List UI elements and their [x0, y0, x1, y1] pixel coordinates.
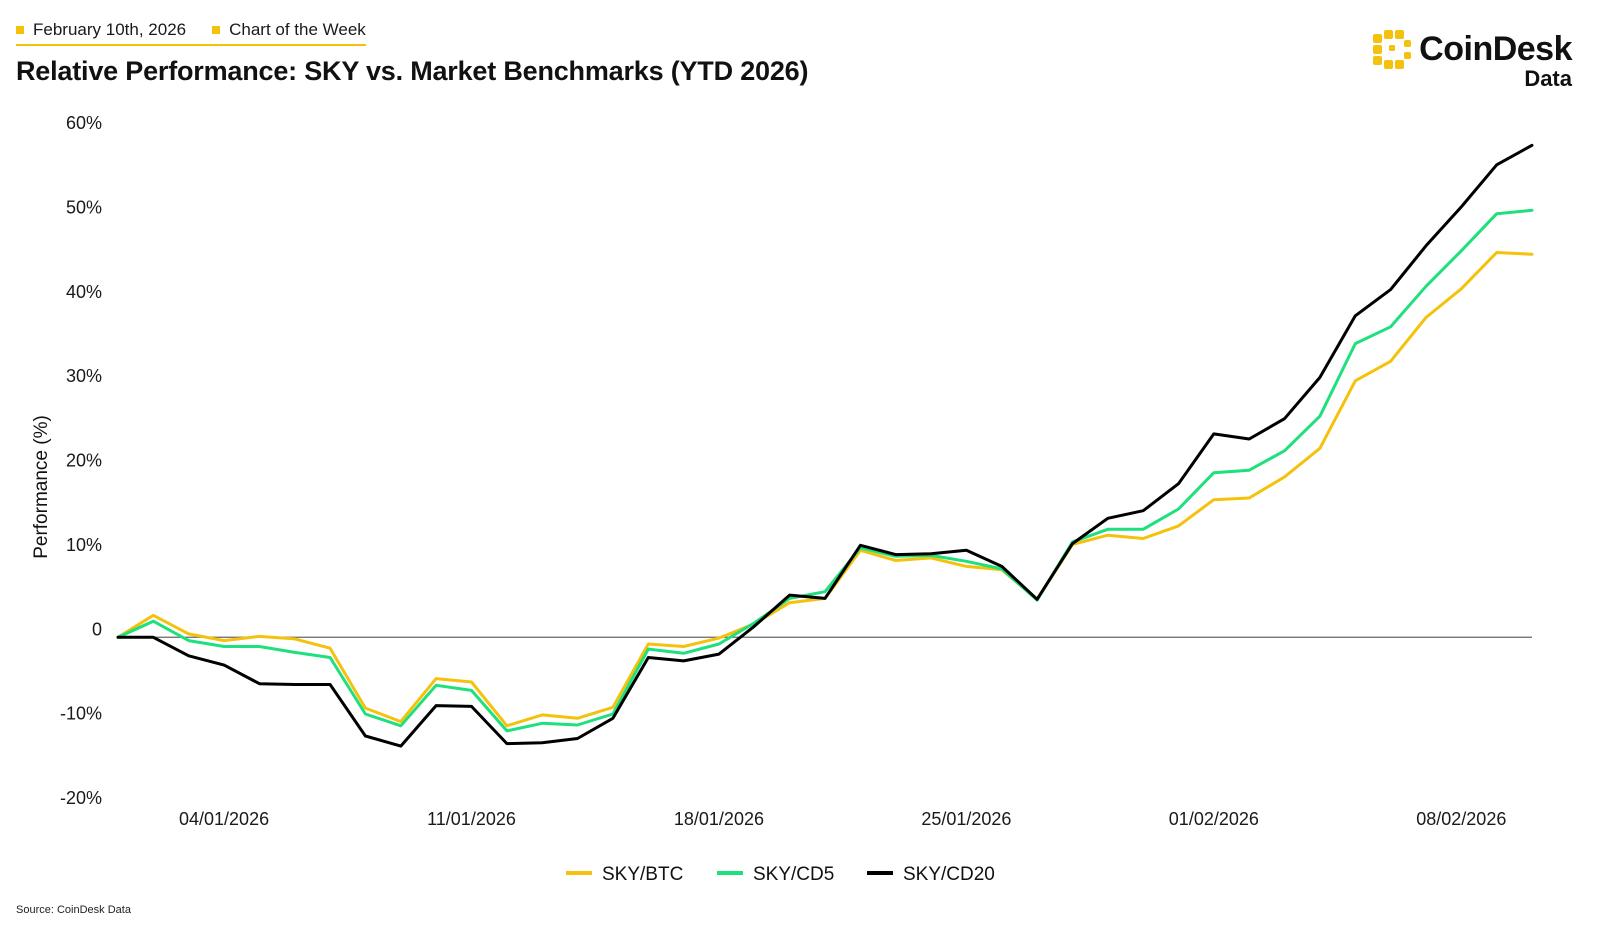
- x-tick-label: 04/01/2026: [179, 809, 269, 829]
- page-title: Relative Performance: SKY vs. Market Ben…: [16, 56, 809, 86]
- y-tick-label: 50%: [66, 197, 102, 217]
- x-tick-label: 08/02/2026: [1416, 809, 1506, 829]
- date-text: February 10th, 2026: [33, 20, 187, 39]
- date-tag: February 10th, 2026: [16, 20, 186, 40]
- y-axis: -20% -10% 0 10% 20% 30% 40% 50% 60%: [60, 113, 102, 808]
- y-tick-label: 20%: [66, 451, 102, 471]
- x-tick-label: 25/01/2026: [921, 809, 1011, 829]
- legend: SKY/BTC SKY/CD5 SKY/CD20: [566, 864, 995, 885]
- x-tick-label: 18/01/2026: [674, 809, 764, 829]
- yellow-square-icon: [16, 26, 24, 34]
- y-axis-label: Performance (%): [31, 415, 52, 559]
- y-tick-label: 0: [92, 619, 102, 639]
- series-line-sky-cd20: [116, 143, 1534, 748]
- category-tag: Chart of the Week: [212, 20, 366, 40]
- legend-label: SKY/BTC: [602, 864, 683, 885]
- brand-sub: Data: [1524, 66, 1572, 91]
- series-line-sky-btc: [116, 251, 1534, 728]
- source-note: Source: CoinDesk Data: [16, 904, 131, 916]
- brand-logo: CoinDesk Data: [1371, 28, 1572, 92]
- x-axis: 04/01/2026 11/01/2026 18/01/2026 25/01/2026…: [179, 809, 1506, 829]
- series-group: [116, 143, 1534, 748]
- y-tick-label: -20%: [60, 788, 102, 808]
- y-tick-label: 10%: [66, 535, 102, 555]
- legend-label: SKY/CD5: [753, 864, 834, 885]
- x-tick-label: 01/02/2026: [1169, 809, 1259, 829]
- y-tick-label: 60%: [66, 113, 102, 133]
- y-tick-label: 40%: [66, 282, 102, 302]
- coindesk-logo-icon: [1373, 30, 1412, 69]
- x-tick-label: 11/01/2026: [427, 809, 516, 829]
- y-tick-label: 30%: [66, 366, 102, 386]
- category-text: Chart of the Week: [229, 20, 366, 39]
- series-line-sky-cd5: [116, 208, 1534, 733]
- header-meta: February 10th, 2026 Chart of the Week: [16, 20, 366, 46]
- brand-name: CoinDesk: [1419, 29, 1572, 68]
- yellow-square-icon: [212, 26, 221, 34]
- y-tick-label: -10%: [60, 704, 102, 724]
- legend-label: SKY/CD20: [903, 864, 995, 885]
